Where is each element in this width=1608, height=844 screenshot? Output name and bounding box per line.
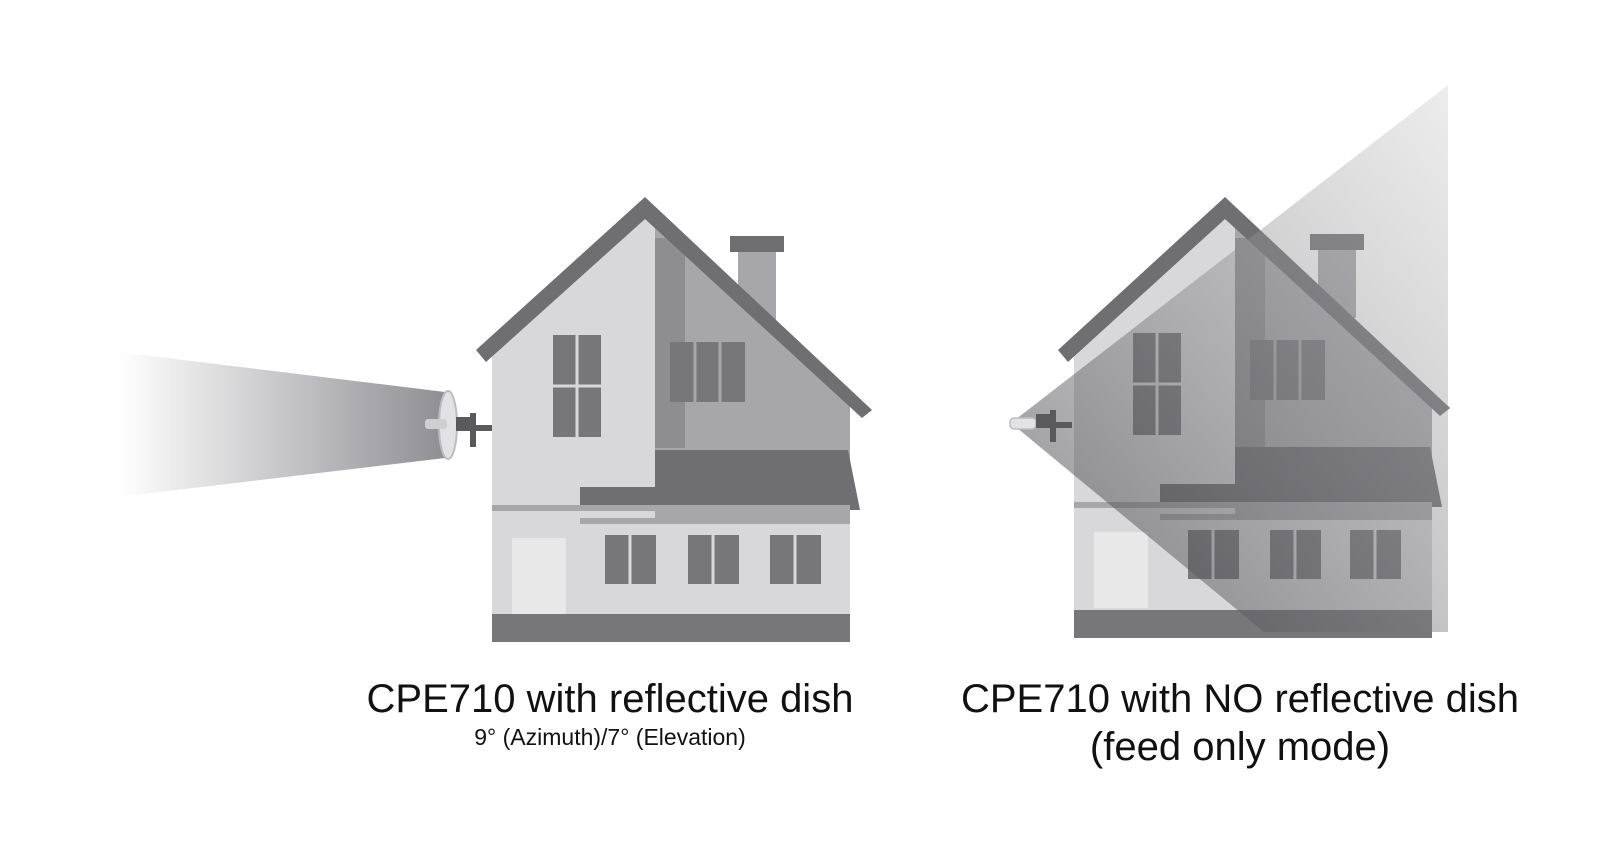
house-left-door	[512, 538, 566, 614]
house-left-porch-roof	[580, 450, 860, 510]
caption-left-title: CPE710 with reflective dish	[366, 677, 854, 721]
house-right-door	[1094, 532, 1148, 608]
house-left	[476, 197, 872, 642]
house-left-chimney-cap	[730, 236, 784, 252]
house-left-window-lower-2	[688, 535, 739, 584]
house-left-band-2	[580, 518, 850, 524]
caption-right-subtitle: (feed only mode)	[1089, 725, 1391, 769]
caption-left: CPE710 with reflective dish 9° (Azimuth)…	[330, 675, 890, 751]
dish-antenna-left	[425, 390, 492, 460]
house-left-band	[492, 505, 850, 511]
caption-right-title: CPE710 with NO reflective dish	[960, 677, 1519, 721]
feed-antenna-right	[1009, 410, 1072, 442]
caption-right: CPE710 with NO reflective dish (feed onl…	[930, 675, 1550, 771]
beam-wide	[1011, 85, 1448, 632]
house-left-foundation	[492, 614, 850, 642]
beam-narrow	[118, 352, 445, 497]
house-left-window-upper-right	[670, 342, 745, 402]
house-left-roof	[476, 197, 872, 418]
house-left-window-lower-3	[770, 535, 821, 584]
caption-left-subtitle: 9° (Azimuth)/7° (Elevation)	[474, 724, 746, 750]
house-left-window-lower-1	[605, 535, 656, 584]
house-left-window-upper-left	[553, 335, 601, 437]
